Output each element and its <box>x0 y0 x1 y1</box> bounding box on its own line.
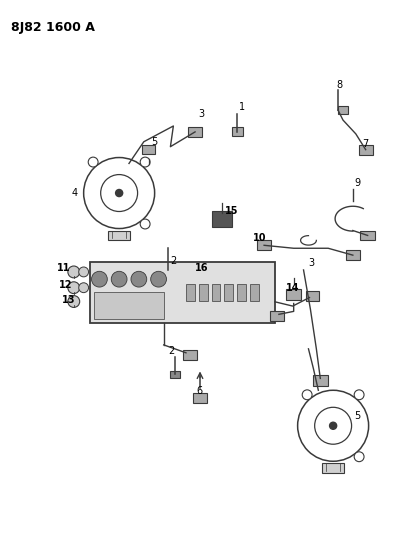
Text: 5: 5 <box>354 411 360 421</box>
Bar <box>90 262 275 323</box>
Bar <box>270 311 284 321</box>
Bar <box>183 350 196 360</box>
Bar <box>346 250 360 260</box>
Bar <box>108 230 130 240</box>
Text: 1: 1 <box>240 102 246 112</box>
Text: 7: 7 <box>362 139 368 149</box>
Circle shape <box>79 283 88 293</box>
Circle shape <box>111 271 127 287</box>
Bar <box>164 266 173 273</box>
Circle shape <box>88 157 98 167</box>
Bar <box>250 284 259 301</box>
Bar <box>193 393 207 403</box>
Bar <box>224 284 233 301</box>
Circle shape <box>116 190 123 197</box>
Bar <box>186 284 195 301</box>
Text: 15: 15 <box>225 206 238 216</box>
Bar <box>338 106 348 114</box>
Text: 3: 3 <box>198 109 204 119</box>
Text: 10: 10 <box>253 233 267 244</box>
Circle shape <box>68 266 80 278</box>
Bar <box>257 240 271 250</box>
Text: 2: 2 <box>170 256 177 266</box>
Bar <box>359 145 372 155</box>
Text: 6: 6 <box>196 386 202 396</box>
Bar <box>286 289 301 300</box>
Text: 16: 16 <box>195 263 208 273</box>
Circle shape <box>79 267 88 277</box>
Circle shape <box>302 390 312 400</box>
Bar <box>313 375 328 386</box>
Circle shape <box>68 282 80 294</box>
Text: 3: 3 <box>308 258 314 268</box>
Text: 13: 13 <box>62 295 76 304</box>
Bar <box>237 284 246 301</box>
Text: 5: 5 <box>151 137 157 147</box>
Circle shape <box>131 271 147 287</box>
Text: 4: 4 <box>72 188 78 198</box>
Bar <box>188 127 202 137</box>
Text: 12: 12 <box>59 280 72 290</box>
Circle shape <box>151 271 166 287</box>
Bar <box>142 145 155 154</box>
Text: 14: 14 <box>286 282 299 293</box>
Text: 8J82 1600 A: 8J82 1600 A <box>11 21 94 35</box>
Bar <box>232 127 243 136</box>
Bar <box>212 284 220 301</box>
Circle shape <box>354 452 364 462</box>
Circle shape <box>330 422 337 429</box>
Circle shape <box>140 219 150 229</box>
Bar <box>306 292 319 301</box>
Bar <box>199 284 208 301</box>
Bar <box>360 230 375 240</box>
Bar <box>94 292 164 319</box>
Bar <box>322 463 344 473</box>
Circle shape <box>92 271 107 287</box>
Bar <box>170 370 180 378</box>
Bar <box>212 211 232 227</box>
Circle shape <box>354 390 364 400</box>
Text: 9: 9 <box>355 178 361 188</box>
Circle shape <box>140 157 150 167</box>
Text: 8: 8 <box>336 79 342 90</box>
Circle shape <box>68 296 80 308</box>
Text: 2: 2 <box>168 346 175 356</box>
Text: 11: 11 <box>57 263 70 273</box>
